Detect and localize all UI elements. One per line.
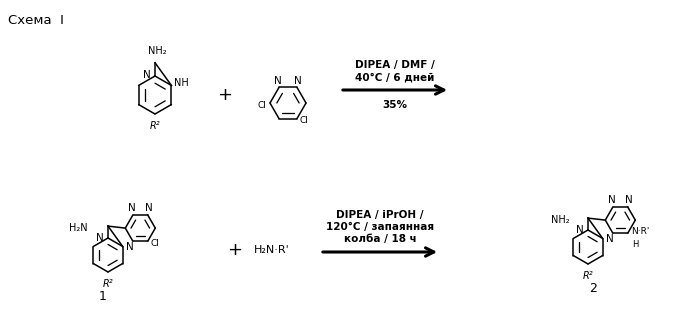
Text: 35%: 35%	[382, 100, 408, 110]
Text: N: N	[126, 241, 134, 252]
Text: Cl: Cl	[257, 100, 266, 110]
Text: Cl: Cl	[300, 116, 309, 125]
Text: 2: 2	[589, 282, 597, 295]
Text: R²: R²	[583, 271, 593, 281]
Text: H₂N: H₂N	[69, 223, 87, 233]
Text: N: N	[576, 225, 584, 235]
Text: N·R': N·R'	[630, 227, 649, 236]
Text: R²: R²	[103, 279, 113, 289]
Text: DIPEA / iPrOH /: DIPEA / iPrOH /	[336, 210, 424, 220]
Text: 120°C / запаянная: 120°C / запаянная	[326, 222, 434, 232]
Text: 40°C / 6 дней: 40°C / 6 дней	[355, 72, 435, 82]
Text: Схема  I: Схема I	[8, 14, 64, 27]
Text: NH₂: NH₂	[147, 46, 166, 56]
Text: N: N	[608, 195, 616, 205]
Text: N: N	[145, 203, 152, 213]
Text: +: +	[227, 241, 243, 259]
Text: N: N	[606, 234, 614, 243]
Text: R²: R²	[150, 121, 160, 131]
Text: N: N	[294, 76, 302, 86]
Text: NH₂: NH₂	[551, 215, 569, 225]
Text: +: +	[217, 86, 233, 104]
Text: H₂N·R': H₂N·R'	[254, 245, 290, 255]
Text: DIPEA / DMF /: DIPEA / DMF /	[355, 60, 435, 70]
Text: колба / 18 ч: колба / 18 ч	[344, 234, 417, 244]
Text: N: N	[96, 233, 104, 243]
Text: N: N	[128, 203, 136, 213]
Text: 1: 1	[99, 290, 107, 303]
Text: NH: NH	[175, 78, 189, 89]
Text: Cl: Cl	[151, 238, 159, 248]
Text: N: N	[625, 195, 633, 205]
Text: N: N	[274, 76, 282, 86]
Text: N: N	[143, 70, 151, 80]
Text: H: H	[632, 240, 638, 249]
